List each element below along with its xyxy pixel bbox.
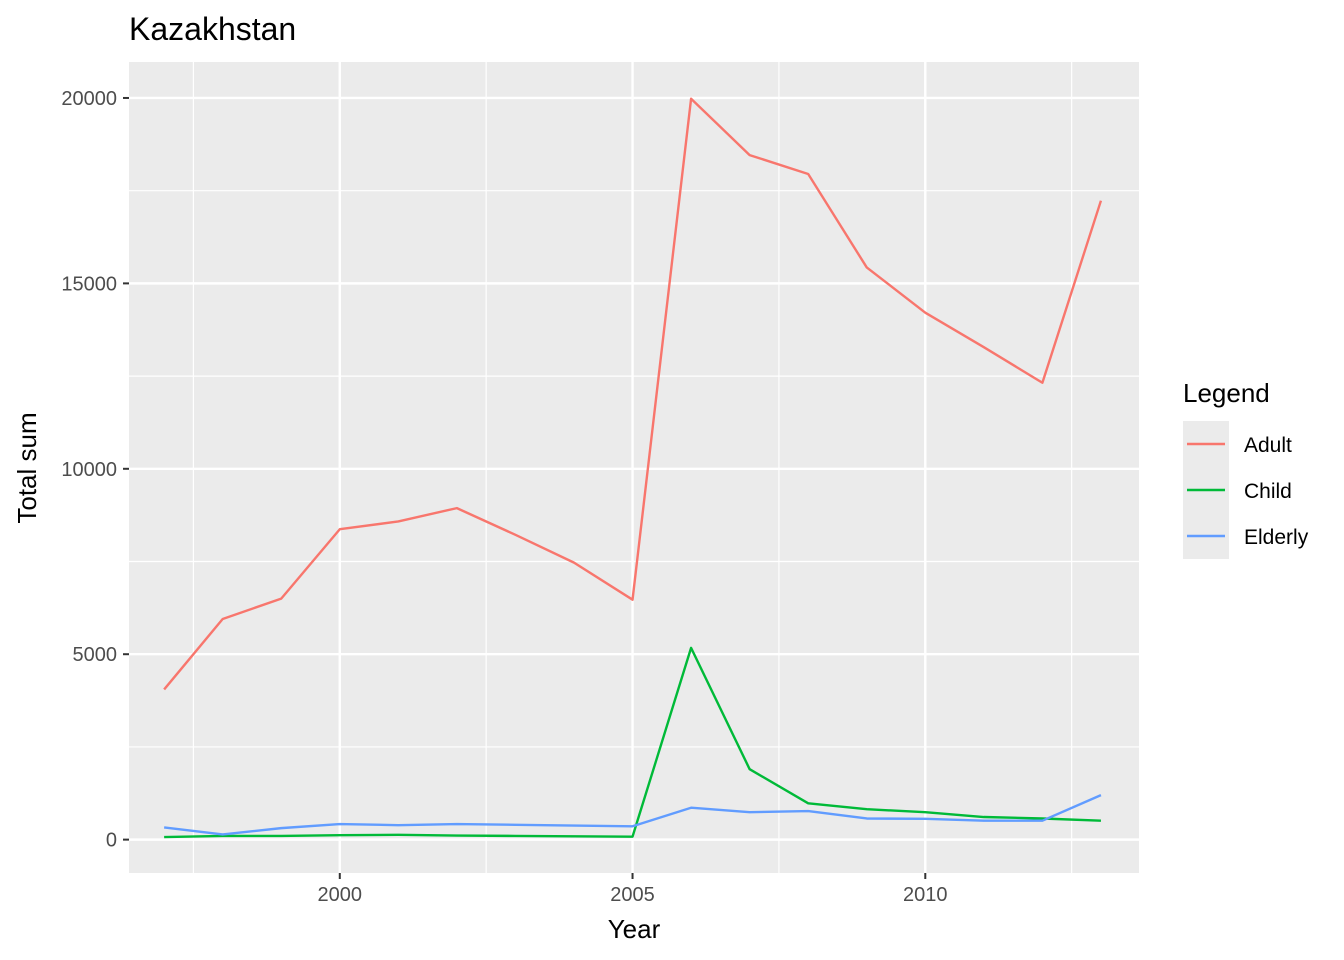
y-tick-labels: 0 5000 10000 15000 20000: [61, 88, 117, 852]
y-tick-label: 5000: [73, 644, 118, 666]
legend-label-elderly: Elderly: [1244, 526, 1309, 549]
chart-title: Kazakhstan: [129, 11, 296, 47]
series-lines: [163, 97, 1103, 839]
axis-ticks: [123, 96, 927, 879]
x-tick-labels: 2000 2005 2010: [318, 884, 948, 906]
y-axis-title: Total sum: [12, 412, 42, 523]
y-tick-label: 0: [106, 830, 117, 852]
y-tick-label: 20000: [61, 88, 117, 110]
major-gridlines: [129, 62, 1139, 873]
minor-gridlines: [129, 62, 1139, 873]
series-line-child: [164, 646, 1101, 839]
plot-panel: [129, 62, 1139, 873]
x-tick-label: 2010: [903, 884, 948, 906]
legend-keys: Adult Child Elderly: [1183, 421, 1309, 559]
x-tick-label: 2000: [318, 884, 363, 906]
legend: Legend Adult Child Elderly: [1183, 378, 1309, 559]
y-tick-label: 15000: [61, 273, 117, 295]
y-tick-label: 10000: [61, 459, 117, 481]
legend-title: Legend: [1183, 378, 1270, 408]
series-line-adult: [163, 97, 1103, 691]
series-line-elderly: [163, 794, 1102, 836]
legend-label-adult: Adult: [1244, 434, 1292, 457]
x-axis-title: Year: [608, 914, 661, 944]
x-tick-label: 2005: [610, 884, 655, 906]
legend-label-child: Child: [1244, 480, 1292, 503]
